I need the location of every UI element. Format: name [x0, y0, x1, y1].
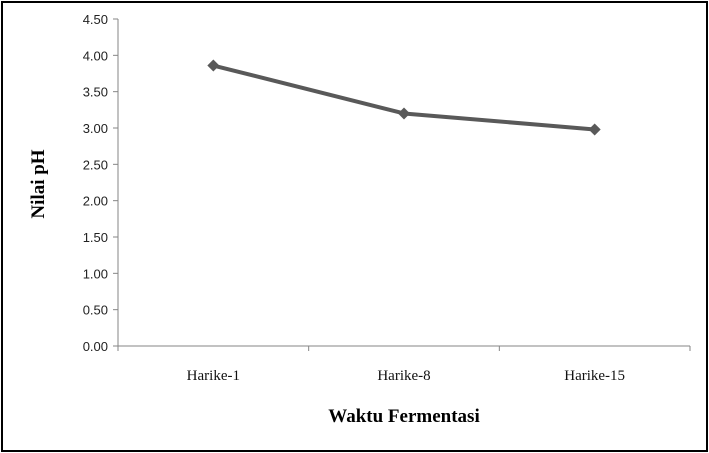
y-tick-label: 3.50	[83, 85, 108, 100]
y-tick-label: 4.50	[83, 12, 108, 27]
y-tick-label: 2.00	[83, 194, 108, 209]
series-nilai-ph	[207, 59, 601, 136]
data-point-marker	[398, 107, 410, 120]
data-point-marker	[207, 59, 220, 72]
x-axis: Harike-1 Harike-8 Harike-15	[117, 345, 691, 384]
y-tick-label: 1.50	[83, 230, 108, 245]
x-tick-label: Harike-8	[377, 368, 430, 384]
y-tick-label: 4.00	[83, 48, 108, 63]
data-point-marker	[588, 123, 601, 136]
y-tick-label: 0.00	[83, 339, 108, 354]
y-axis: 0.00 0.50 1.00 1.50 2.00 2.50 3.00 3.50 4.00 4.50	[83, 12, 119, 354]
x-tick-label: Harike-1	[187, 368, 240, 384]
y-tick-label: 1.00	[83, 266, 108, 281]
x-axis-title: Waktu Fermentasi	[328, 406, 479, 427]
y-tick-label: 3.00	[83, 121, 108, 136]
y-axis-title: Nilai pH	[28, 149, 49, 218]
series-line	[212, 63, 595, 132]
y-tick-label: 2.50	[83, 157, 108, 172]
y-tick-label: 0.50	[83, 303, 108, 318]
x-tick-label: Harike-15	[564, 368, 625, 384]
